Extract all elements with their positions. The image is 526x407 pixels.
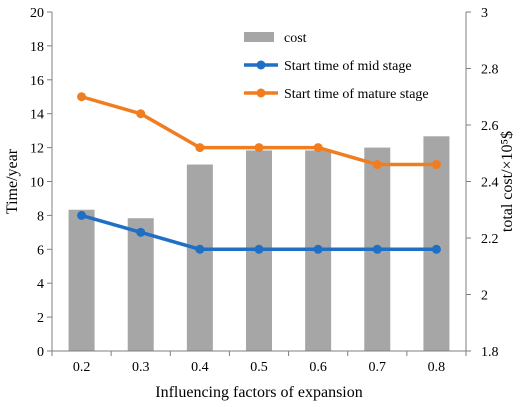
data-point [254, 143, 264, 153]
data-point [254, 244, 264, 254]
data-point [372, 160, 382, 170]
y-left-tick-label: 10 [30, 176, 44, 191]
x-tick-label: 0.7 [369, 360, 387, 375]
data-point [136, 109, 146, 119]
y-right-tick-label: 2.6 [481, 119, 499, 134]
bar [186, 164, 213, 351]
x-axis-title: Influencing factors of expansion [155, 384, 362, 401]
bar [127, 218, 154, 351]
x-tick-label: 0.4 [191, 360, 209, 375]
axes [47, 11, 471, 356]
legend-label: Start time of mid stage [284, 59, 412, 74]
y-left-tick-label: 20 [30, 6, 44, 21]
legend-swatch-bar [244, 32, 274, 42]
line-series [77, 92, 441, 254]
y-right-tick-label: 2.4 [481, 176, 499, 191]
y-right-axis-title: total cost/×10⁵$ [499, 131, 516, 232]
bar [68, 209, 95, 351]
x-tick-label: 0.8 [428, 360, 446, 375]
y-right-tick-label: 2.2 [481, 232, 499, 247]
legend-label: cost [284, 31, 307, 46]
x-tick-label: 0.3 [132, 360, 150, 375]
x-tick-label: 0.5 [250, 360, 268, 375]
y-right-tick-label: 2.8 [481, 63, 499, 78]
y-left-tick-label: 14 [30, 108, 44, 123]
y-left-tick-label: 18 [30, 40, 44, 55]
y-left-tick-label: 8 [37, 209, 44, 224]
y-left-tick-label: 2 [37, 311, 44, 326]
data-point [313, 244, 323, 254]
y-left-tick-label: 12 [30, 142, 44, 157]
data-point [313, 143, 323, 153]
y-right-tick-label: 3 [481, 6, 488, 21]
data-point [195, 244, 205, 254]
data-point [195, 143, 205, 153]
bar [423, 136, 450, 351]
legend-swatch-marker [256, 88, 266, 98]
y-left-tick-label: 16 [30, 74, 44, 89]
x-tick-label: 0.6 [309, 360, 327, 375]
data-point [431, 160, 441, 170]
data-point [136, 227, 146, 237]
y-left-tick-label: 6 [37, 243, 44, 258]
legend-label: Start time of mature stage [284, 87, 429, 102]
legend: cost Start time of mid stage Start time of… [244, 31, 429, 102]
y-left-tick-label: 4 [37, 277, 44, 292]
legend-swatch-marker [256, 60, 266, 70]
data-point [431, 244, 441, 254]
y-right-tick-label: 1.8 [481, 345, 499, 360]
data-point [77, 210, 87, 220]
y-right-tick-label: 2 [481, 289, 488, 304]
data-point [77, 92, 87, 102]
tick-labels: 0 2 4 6 8 10 12 14 16 18 20 1.8 2 2.2 2.4 2.6 2.8 3 0.2 0.3… [30, 6, 499, 375]
data-point [372, 244, 382, 254]
y-left-axis-title: Time/year [4, 148, 21, 214]
x-tick-label: 0.2 [73, 360, 91, 375]
y-left-tick-label: 0 [37, 345, 44, 360]
